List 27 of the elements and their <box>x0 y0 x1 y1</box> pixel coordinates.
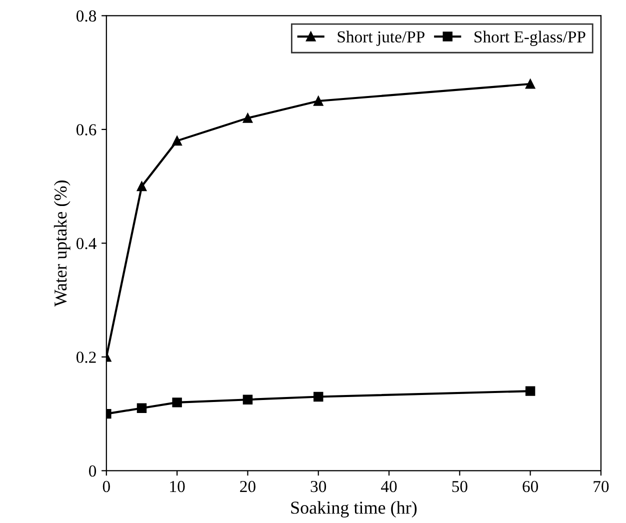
x-tick-label: 50 <box>452 480 468 492</box>
x-tick-label: 30 <box>310 480 326 492</box>
point <box>242 113 253 123</box>
point <box>136 403 147 413</box>
y-tick-label: 0.2 <box>76 352 96 363</box>
point <box>242 394 253 404</box>
point <box>314 96 324 106</box>
y-axis-title: Water uptake (%) <box>54 180 70 307</box>
point <box>525 386 536 396</box>
y-tick-label: 0 <box>89 465 96 477</box>
x-tick-label: 0 <box>102 480 110 492</box>
x-tick-label: 40 <box>381 480 397 492</box>
y-tick-label: 0.4 <box>76 238 96 250</box>
legend-label: Short jute/PP <box>338 30 424 46</box>
point <box>136 181 147 192</box>
point <box>172 136 182 146</box>
point <box>314 392 324 402</box>
x-tick-label: 70 <box>594 480 609 492</box>
x-tick-label: 10 <box>170 480 185 492</box>
x-axis-title: Soaking time (hr) <box>291 501 417 518</box>
point <box>525 79 536 89</box>
y-tick-label: 0.6 <box>76 124 96 136</box>
x-tick-label: 60 <box>522 480 538 492</box>
x-tick-label: 20 <box>240 480 256 492</box>
point <box>172 398 182 408</box>
legend-label: Short E-glass/PP <box>474 30 586 46</box>
y-tick-label: 0.8 <box>76 10 96 22</box>
